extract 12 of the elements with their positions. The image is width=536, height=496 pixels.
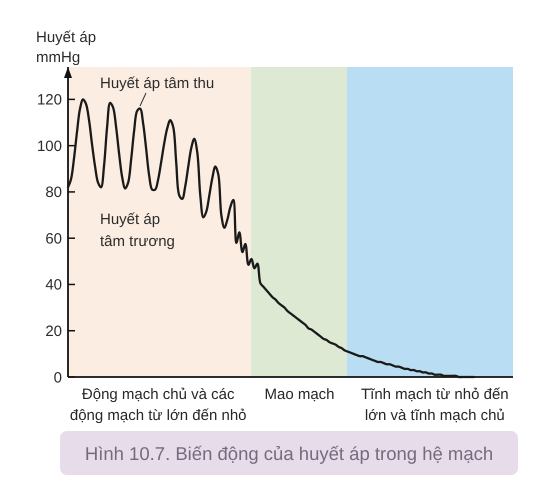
y-tick-label: 40 (45, 276, 62, 294)
y-axis-title: Huyết áp mmHg (36, 29, 96, 66)
y-tick-label: 60 (45, 230, 62, 248)
x-tick-label: Tĩnh mạch từ nhỏ đến lớn và tĩnh mạch chủ (361, 386, 509, 424)
y-tick-label: 20 (45, 322, 62, 340)
x-tick-label: Động mạch chủ và các động mạch từ lớn đến nhỏ (70, 386, 247, 424)
y-tick-label: 0 (54, 369, 62, 386)
text: Hình 10.7. Biến động của huyết áp trong hệ mạch (84, 443, 494, 464)
y-tick-label: 120 (36, 92, 62, 109)
x-tick-label: Mao mạch (264, 386, 335, 403)
y-tick-label: 100 (36, 138, 62, 155)
y-tick-label: 80 (45, 184, 62, 202)
